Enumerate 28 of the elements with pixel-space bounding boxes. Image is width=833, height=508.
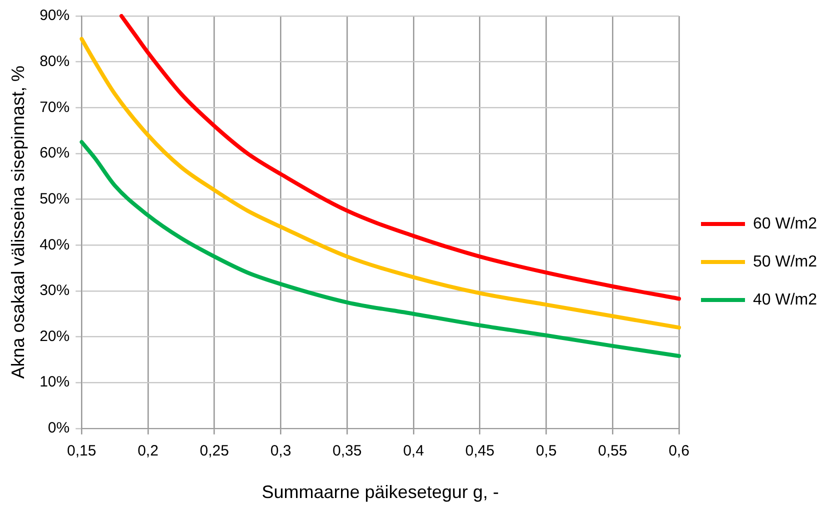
y-tick-label: 50% [40,190,70,208]
x-tick-label: 0,6 [668,442,690,460]
y-tick-label: 60% [40,144,70,162]
x-tick-label: 0,35 [332,442,362,460]
x-tick-label: 0,3 [270,442,292,460]
x-tick-label: 0,15 [67,442,96,460]
x-tick-label: 0,25 [200,442,229,460]
x-tick-label: 0,4 [403,442,424,460]
y-tick-label: 80% [40,52,70,70]
x-tick-label: 0,5 [536,442,557,460]
line-series [80,36,681,330]
legend-label: 60 W/m2 [752,215,818,232]
y-tick-label: 30% [40,282,70,300]
x-tick-label: 0,45 [465,442,494,460]
y-tick-label: 10% [40,374,70,391]
y-tick-label: 20% [40,328,70,345]
legend-label: 40 W/m2 [752,291,818,308]
x-tick-label: 0,2 [138,442,158,460]
legend-label: 50 W/m2 [752,253,818,270]
y-tick-label: 90% [40,7,70,24]
x-tick-label: 0,55 [598,442,628,460]
x-axis-title: Summaarne päikesetegur g, - [262,482,499,502]
line-series [119,14,681,301]
y-tick-label: 70% [40,98,70,116]
y-tick-label: 40% [40,236,70,254]
y-tick-label: 0% [48,420,70,437]
y-axis-title: Akna osakaal välisseina sisepinnast, % [8,66,28,379]
line-series [80,140,681,358]
